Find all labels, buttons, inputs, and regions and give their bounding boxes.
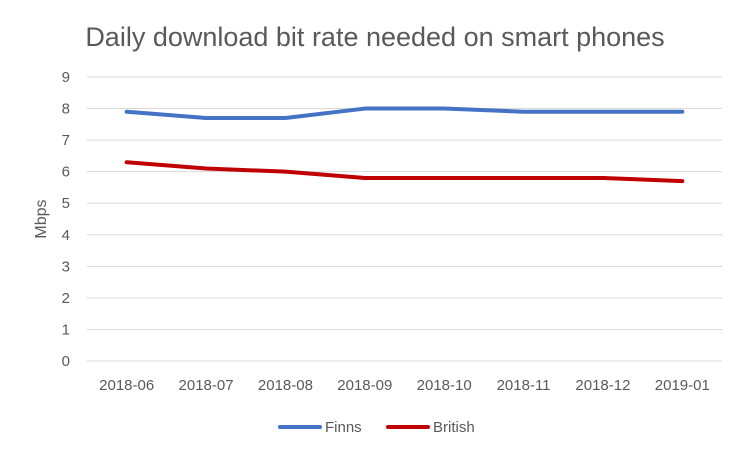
x-tick-labels: 2018-06 2018-07 2018-08 2018-09 2018-10 2018-… [99, 377, 710, 394]
legend: Finns British [280, 419, 475, 436]
y-tick-label: 0 [62, 353, 70, 370]
x-tick-label: 2018-11 [497, 377, 551, 394]
y-tick-label: 5 [62, 195, 70, 212]
x-tick-label: 2018-12 [575, 377, 630, 394]
legend-label-british: British [433, 419, 475, 436]
x-tick-label: 2018-07 [179, 377, 234, 394]
y-tick-label: 9 [62, 69, 70, 86]
series-line-finns [127, 109, 683, 118]
x-tick-label: 2018-10 [417, 377, 472, 394]
y-tick-label: 2 [62, 290, 70, 307]
y-tick-label: 8 [62, 101, 70, 118]
gridlines [87, 77, 722, 361]
y-axis-label: Mbps [33, 199, 50, 238]
y-tick-label: 6 [62, 164, 70, 181]
chart-title: Daily download bit rate needed on smart … [85, 22, 664, 52]
y-tick-label: 1 [62, 321, 70, 338]
x-tick-label: 2018-08 [258, 377, 313, 394]
y-tick-labels: 0 1 2 3 4 5 6 7 8 9 [62, 69, 70, 370]
series-lines [127, 108, 683, 181]
x-tick-label: 2018-09 [337, 377, 392, 394]
x-tick-label: 2019-01 [655, 377, 710, 394]
y-tick-label: 7 [62, 132, 70, 149]
legend-label-finns: Finns [325, 419, 362, 436]
y-tick-label: 3 [62, 258, 70, 275]
y-tick-label: 4 [62, 227, 70, 244]
x-tick-label: 2018-06 [99, 377, 154, 394]
